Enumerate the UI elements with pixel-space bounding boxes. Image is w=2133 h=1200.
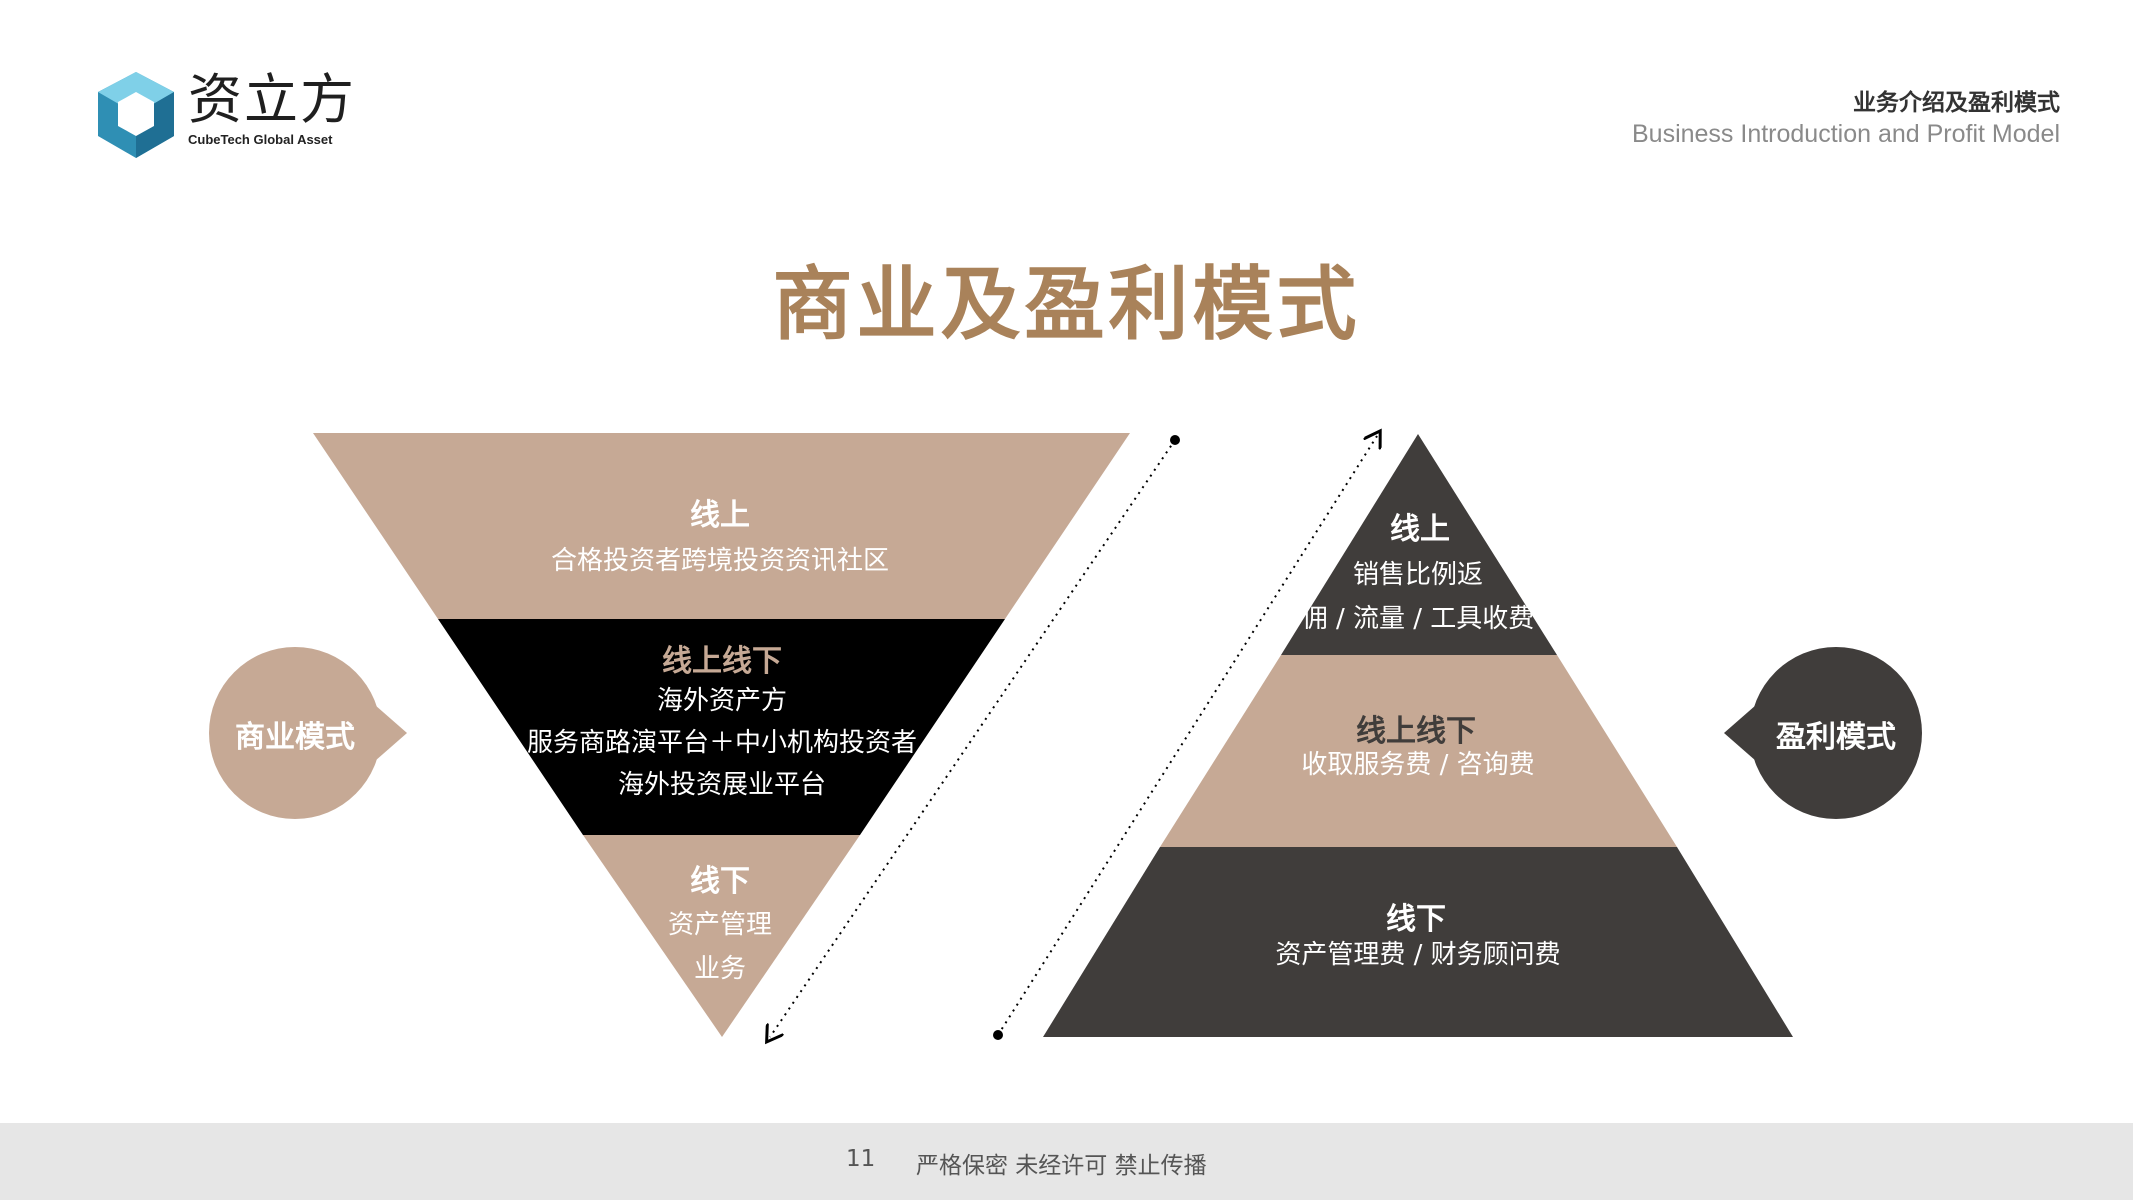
confidential-note: 严格保密 未经许可 禁止传播 (916, 1153, 1207, 1179)
funnel-online-segment (313, 433, 1130, 619)
pyramid-offline-segment (1043, 847, 1793, 1037)
pyramid-o2o-segment (1160, 655, 1677, 847)
left-online-title: 线上 (690, 498, 750, 533)
left-offline-title: 线下 (690, 864, 750, 899)
profit-model-badge: 盈利模式 (1776, 720, 1896, 755)
logo-cube-icon (98, 72, 174, 158)
business-model-badge: 商业模式 (235, 720, 355, 755)
left-o2o-desc-1: 海外资产方 (656, 686, 788, 716)
pyramid-online-segment (1281, 434, 1557, 655)
logo-name-cn: 资立方 (188, 68, 356, 131)
right-online-desc-1: 销售比例返 (1352, 560, 1484, 590)
right-offline-desc-1: 资产管理费 / 财务顾问费 (1275, 940, 1561, 970)
funnel-o2o-segment (438, 619, 1005, 835)
funnel-offline-segment (583, 835, 860, 1037)
page-title: 商业及盈利模式 (772, 257, 1361, 351)
section-title-en: Business Introduction and Profit Model (1631, 120, 2060, 148)
left-o2o-title: 线上线下 (662, 644, 782, 679)
left-o2o-desc-3: 海外投资展业平台 (617, 770, 827, 800)
footer-bar (0, 1123, 2133, 1200)
section-title-cn: 业务介绍及盈利模式 (1853, 90, 2060, 116)
right-offline-title: 线下 (1386, 902, 1446, 937)
right-online-title: 线上 (1390, 512, 1450, 547)
business-model-badge-shape (209, 647, 407, 819)
left-online-desc-1: 合格投资者跨境投资资讯社区 (550, 546, 890, 576)
left-o2o-desc-2: 服务商路演平台＋中小机构投资者 (526, 728, 918, 758)
right-online-desc-2: 佣 / 流量 / 工具收费 (1301, 604, 1535, 634)
logo: 资立方 CubeTech Global Asset (188, 68, 356, 148)
logo-name-en: CubeTech Global Asset (188, 132, 333, 147)
left-dotted-arrow (770, 439, 1176, 1037)
profit-model-badge-shape (1724, 647, 1922, 819)
page-number: 11 (846, 1146, 876, 1172)
left-offline-desc-2: 业务 (693, 954, 747, 984)
section-header: 业务介绍及盈利模式 Business Introduction and Prof… (1632, 88, 2060, 150)
left-offline-desc-1: 资产管理 (667, 910, 773, 940)
right-o2o-title: 线上线下 (1356, 714, 1476, 749)
right-o2o-desc-1: 收取服务费 / 咨询费 (1301, 750, 1535, 780)
